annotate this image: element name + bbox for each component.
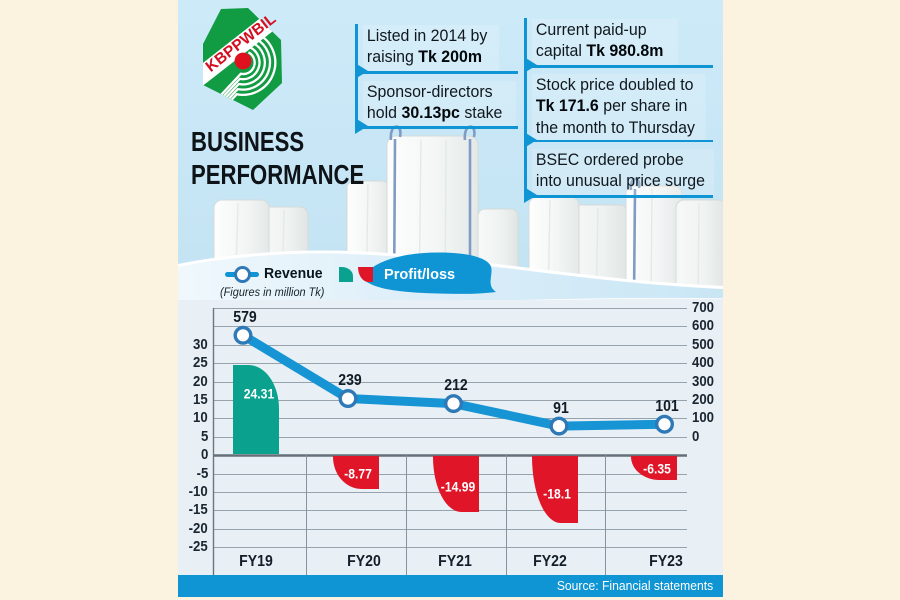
- revenue-value: 212: [443, 377, 468, 395]
- callout-rule: [524, 139, 713, 143]
- revenue-marker: [655, 414, 675, 434]
- revenue-marker: [549, 416, 569, 436]
- callout-arrow: [524, 57, 537, 74]
- callout-rule: [355, 126, 518, 129]
- category-label: FY23: [649, 553, 683, 570]
- page-title: BUSINESS PERFORMANCE: [191, 126, 364, 191]
- title-line-2: PERFORMANCE: [191, 158, 365, 190]
- company-logo: KBPPWBIL: [203, 8, 282, 110]
- left-axis-tick: -15: [188, 501, 208, 519]
- left-axis-tick: -5: [196, 464, 208, 482]
- revenue-marker: [338, 389, 358, 409]
- revenue-value: 579: [233, 308, 257, 326]
- right-axis-tick: 500: [692, 335, 715, 353]
- loss-shape: [631, 456, 677, 480]
- profit-loss-value: -6.35: [642, 461, 671, 477]
- chart-overlay: 30 25 20 15 10 5 0 -5 -10 -15 -20 -25 700 600 500 400 30…: [178, 0, 723, 597]
- callout-rule: [524, 65, 713, 68]
- callout-item: BSEC ordered probe into unusual price su…: [532, 149, 715, 195]
- left-axis-tick: 30: [193, 335, 208, 353]
- source-text: Source: Financial statements: [556, 579, 713, 593]
- profit-loss-value: 24.31: [243, 386, 274, 402]
- callout-arrow: [355, 118, 368, 135]
- profit-loss-value: -8.77: [344, 466, 372, 482]
- callout-arrow: [524, 131, 537, 148]
- right-axis-tick: 100: [692, 409, 715, 427]
- profit-shape: [233, 364, 279, 455]
- left-axis-tick: 15: [193, 391, 208, 408]
- legend-profit-label: Profit/loss: [384, 266, 456, 283]
- logo-swoosh-arcs: [203, 32, 277, 110]
- revenue-value: 101: [654, 397, 679, 415]
- right-axis-tick: 300: [692, 372, 715, 390]
- left-axis-tick: -10: [188, 483, 208, 500]
- right-axis-tick: 200: [692, 391, 715, 408]
- legend-swatch-red: [357, 267, 373, 282]
- revenue-value: 91: [553, 399, 569, 417]
- revenue-value: 239: [338, 372, 362, 390]
- legend-revenue-label: Revenue: [264, 266, 323, 282]
- left-axis-tick: 0: [200, 446, 208, 464]
- callouts: Listed in 2014 by raising Tk 200m Sponsor…: [178, 0, 723, 230]
- callout-item: Current paid-up capital Tk 980.8m: [532, 19, 679, 65]
- callout-arrow: [355, 63, 368, 80]
- callout-rule: [524, 195, 713, 198]
- callout-rule: [355, 71, 518, 74]
- logo-dot: [234, 52, 252, 70]
- profit-loss-value: -14.99: [440, 479, 476, 495]
- left-axis-tick: 10: [193, 409, 208, 427]
- category-label: FY19: [239, 553, 273, 570]
- callout-item: Stock price doubled to Tk 171.6 per shar…: [532, 74, 706, 142]
- right-axis-tick: 700: [692, 299, 715, 316]
- profit-loss-value: -18.1: [543, 486, 571, 502]
- left-axis-tick: 5: [200, 427, 208, 445]
- left-axis-tick: 25: [193, 354, 208, 372]
- callout-item: Sponsor-directors hold 30.13pc stake: [363, 81, 516, 127]
- left-axis-tick: -25: [188, 538, 208, 556]
- callout-column-line: [524, 18, 527, 198]
- infographic-panel: KBPPWBIL BUSINESS PERFORMANCE Listed in …: [178, 0, 723, 597]
- right-axis-tick: 400: [692, 354, 715, 372]
- title-line-1: BUSINESS: [191, 126, 305, 157]
- left-axis-tick: 20: [193, 372, 208, 390]
- profit-legend-blob: [363, 252, 496, 294]
- revenue-marker: [233, 325, 253, 345]
- callout-item: Listed in 2014 by raising Tk 200m: [363, 25, 500, 71]
- category-label: FY22: [533, 553, 567, 570]
- category-label: FY21: [438, 553, 472, 570]
- right-axis-tick: 600: [692, 317, 715, 335]
- revenue-legend-marker: [234, 266, 251, 283]
- revenue-marker: [444, 394, 464, 414]
- chart-plot: [212, 308, 687, 575]
- callout-arrow: [524, 187, 537, 204]
- source-bar: Source: Financial statements: [178, 575, 723, 597]
- left-axis-tick: -20: [188, 519, 208, 537]
- legend-note: (Figures in million Tk): [220, 287, 325, 299]
- legend-swatch-teal: [339, 267, 353, 282]
- right-axis-tick: 0: [692, 427, 700, 445]
- category-label: FY20: [347, 553, 381, 570]
